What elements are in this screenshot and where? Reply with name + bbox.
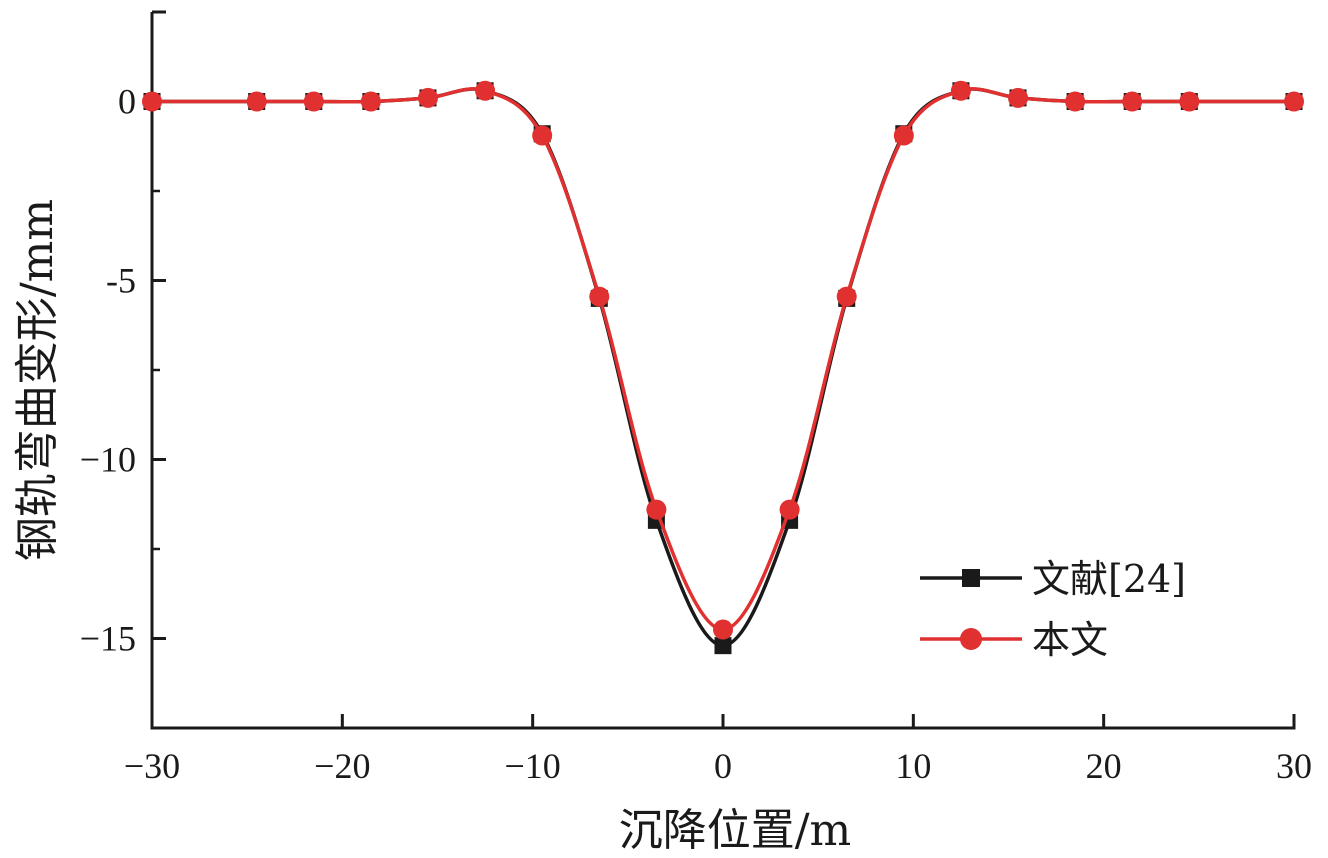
- data-point: [893, 125, 914, 146]
- axes: −30 −20 −10 0 10 20 30 0 -5 −10 −15: [80, 10, 1312, 786]
- data-point: [1122, 91, 1143, 112]
- legend: 文献[24] 本文: [920, 557, 1186, 662]
- data-point: [475, 80, 496, 101]
- data-point: [1065, 91, 1086, 112]
- series-line: [152, 87, 1294, 632]
- x-tick-label: 30: [1276, 746, 1312, 786]
- data-point: [1284, 91, 1304, 112]
- x-tick-label: 0: [714, 746, 732, 786]
- data-point: [246, 91, 267, 112]
- data-point: [589, 286, 610, 307]
- data-point: [303, 91, 324, 112]
- data-point: [1008, 87, 1029, 108]
- data-point: [779, 499, 800, 520]
- y-tick-label: −10: [80, 440, 136, 480]
- legend-marker: [960, 628, 982, 650]
- data-point: [950, 80, 971, 101]
- x-tick-label: −30: [124, 746, 180, 786]
- data-point: [713, 619, 733, 640]
- plot-area: [142, 80, 1304, 655]
- data-point: [646, 499, 667, 520]
- legend-label: 文献[24]: [1032, 557, 1186, 601]
- x-axis-title: 沉降位置/m: [619, 805, 852, 856]
- x-tick-label: 20: [1086, 746, 1122, 786]
- x-tick-label: −10: [505, 746, 561, 786]
- x-tick-label: 10: [895, 746, 931, 786]
- y-tick-label: -5: [106, 261, 136, 301]
- data-point: [836, 286, 857, 307]
- data-point: [417, 87, 438, 108]
- data-point: [1179, 91, 1200, 112]
- data-point: [532, 125, 553, 146]
- legend-marker: [962, 569, 980, 587]
- y-axis-title: 钢轨弯曲变形/mm: [12, 199, 63, 561]
- y-tick-label: 0: [118, 82, 136, 122]
- y-tick-label: −15: [80, 619, 136, 659]
- legend-label: 本文: [1032, 618, 1108, 662]
- series-2: [142, 80, 1304, 640]
- data-point: [360, 91, 381, 112]
- x-tick-label: −20: [314, 746, 370, 786]
- data-point: [142, 91, 162, 112]
- data-point: [714, 637, 732, 655]
